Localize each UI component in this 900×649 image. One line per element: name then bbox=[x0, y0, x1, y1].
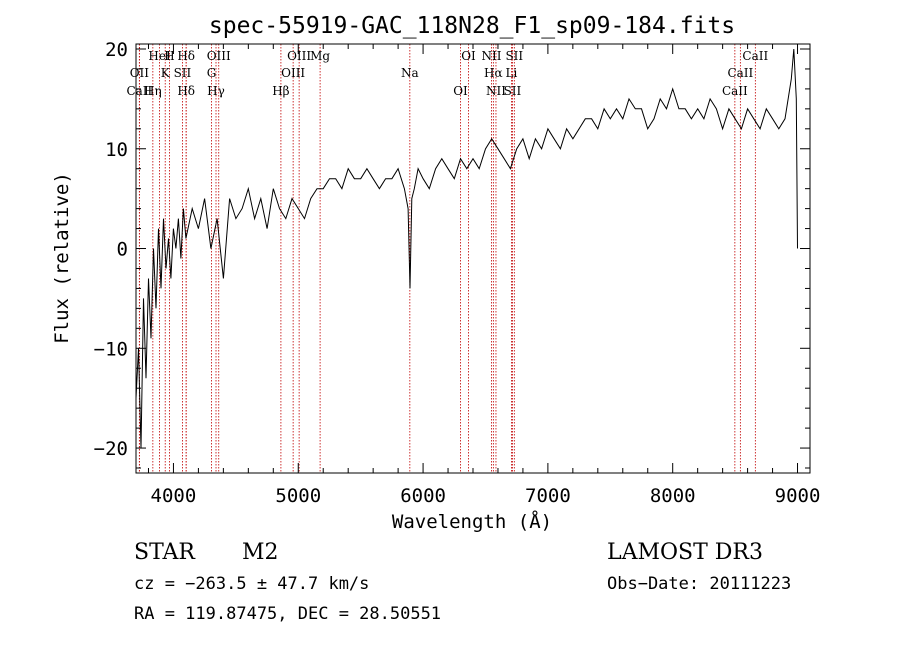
spectral-line-label: CaII bbox=[742, 49, 768, 63]
spectral-line-label: SII bbox=[505, 49, 523, 63]
x-tick-label: 4000 bbox=[151, 485, 197, 507]
spectral-line-label: CaII bbox=[722, 84, 748, 98]
y-axis-ticks: −20 −10 0 10 20 bbox=[94, 39, 810, 469]
x-tick-label: 9000 bbox=[775, 485, 821, 507]
spectral-line-label: CaII bbox=[727, 66, 753, 80]
spectral-line-label: OI bbox=[461, 49, 476, 63]
y-tick-label: −10 bbox=[94, 338, 128, 360]
spectral-line-label: OII bbox=[130, 66, 150, 80]
plot-frame bbox=[135, 43, 811, 474]
y-tick-label: 20 bbox=[105, 39, 128, 61]
spectral-line-label: SII bbox=[174, 66, 192, 80]
spectral-line-label: OIII bbox=[287, 49, 311, 63]
spectral-line-label: OIII bbox=[281, 66, 305, 80]
spectral-line-label: OI bbox=[453, 84, 468, 98]
x-axis-ticks: 4000 5000 6000 7000 8000 9000 bbox=[147, 44, 821, 507]
y-tick-label: 0 bbox=[117, 239, 128, 261]
y-axis-label: Flux (relative) bbox=[51, 172, 73, 344]
spectral-line-label: SII bbox=[504, 84, 522, 98]
spectral-line-label: Li bbox=[506, 66, 518, 80]
chart-title: spec-55919-GAC_118N28_F1_sp09-184.fits bbox=[209, 13, 735, 39]
spectral-line-label: NII bbox=[481, 49, 501, 63]
spectral-line-label: NII bbox=[486, 84, 506, 98]
spectral-line-label: Hδ bbox=[177, 49, 195, 63]
x-tick-label: 6000 bbox=[400, 485, 446, 507]
y-tick-label: 10 bbox=[105, 139, 128, 161]
spectral-line-label: OIII bbox=[207, 49, 231, 63]
spectral-line-label: Mg bbox=[310, 49, 330, 63]
spectral-line-label: HeI bbox=[148, 49, 171, 63]
spectral-line-label: CaII bbox=[126, 84, 152, 98]
spectral-line-label: K bbox=[161, 66, 171, 80]
spectral-line-label: Hδ bbox=[177, 84, 195, 98]
x-tick-label: 5000 bbox=[275, 485, 321, 507]
spectral-line-label: Hα bbox=[484, 66, 503, 80]
observation-date: Obs−Date: 20111223 bbox=[607, 574, 791, 594]
spectral-line-label: Hβ bbox=[272, 84, 289, 98]
spectral-line-label: Na bbox=[401, 66, 419, 80]
flux-series-line bbox=[135, 48, 798, 449]
redshift-cz: cz = −263.5 ± 47.7 km/s bbox=[134, 574, 369, 594]
survey-name: LAMOST DR3 bbox=[607, 540, 763, 565]
x-tick-label: 8000 bbox=[650, 485, 696, 507]
spectral-line-labels: HδKHδOIIIOIIICaIIHeISIIHγOIIIOIIHηHGHβMg… bbox=[126, 49, 768, 98]
spectral-line-label: Hγ bbox=[207, 84, 225, 98]
spectral-line-label: H bbox=[164, 49, 174, 63]
y-tick-label: −20 bbox=[94, 438, 128, 460]
spectral-line-label: Hη bbox=[144, 84, 162, 98]
x-axis-label: Wavelength (Å) bbox=[392, 510, 552, 533]
spectral-line-markers bbox=[138, 44, 756, 473]
object-subclass: M2 bbox=[242, 540, 279, 565]
spectral-line-label: G bbox=[207, 66, 217, 80]
coordinates: RA = 119.87475, DEC = 28.50551 bbox=[134, 604, 441, 624]
x-tick-label: 7000 bbox=[525, 485, 571, 507]
object-class: STAR bbox=[134, 540, 196, 565]
